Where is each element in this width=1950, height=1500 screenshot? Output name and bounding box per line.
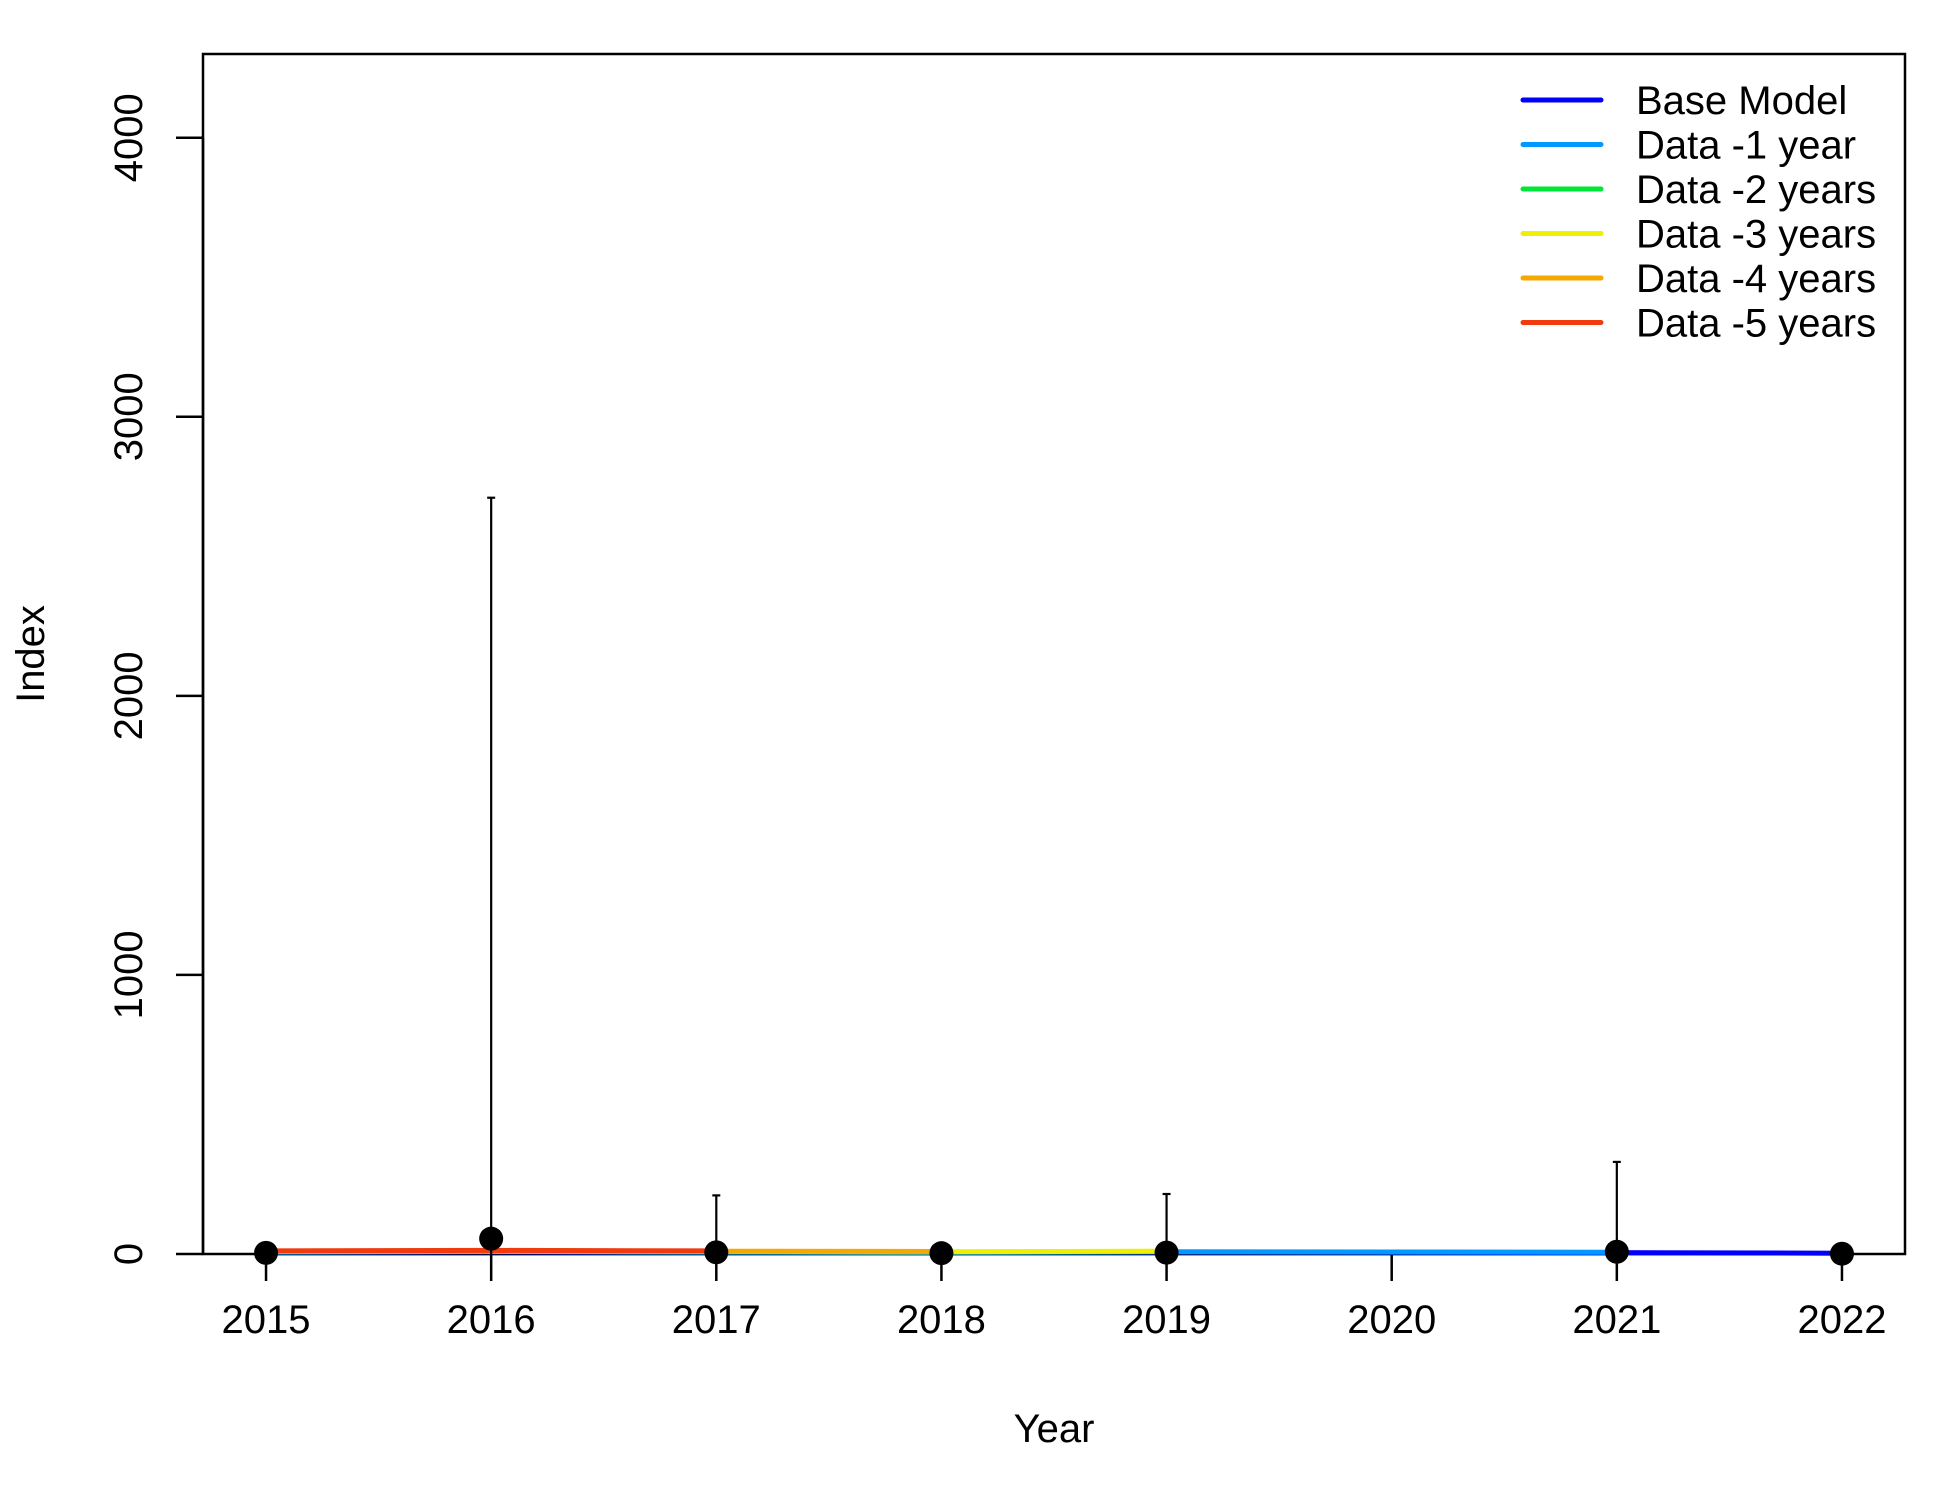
observed-point xyxy=(1154,1240,1179,1265)
legend-label: Data -4 years xyxy=(1636,257,1876,301)
x-tick-label: 2015 xyxy=(222,1298,311,1342)
observed-point xyxy=(929,1241,954,1266)
y-tick-label: 0 xyxy=(107,1243,151,1265)
x-axis: 2015 2016 2017 2018 2019 2020 2021 2022 xyxy=(222,1252,1886,1342)
observed-point xyxy=(254,1240,279,1265)
x-axis-title: Year xyxy=(1014,1407,1095,1451)
observed-point xyxy=(1604,1239,1629,1264)
legend-label: Data -2 years xyxy=(1636,168,1876,212)
x-tick-label: 2018 xyxy=(897,1298,986,1342)
x-tick-label: 2019 xyxy=(1122,1298,1211,1342)
observed-point xyxy=(1829,1241,1854,1266)
x-tick-label: 2016 xyxy=(447,1298,536,1342)
y-axis: 0 1000 2000 3000 4000 xyxy=(107,93,205,1265)
x-tick-label: 2017 xyxy=(672,1298,761,1342)
legend-label: Data -5 years xyxy=(1636,302,1876,346)
observed-point xyxy=(704,1240,729,1265)
observed-point xyxy=(479,1226,504,1251)
y-tick-label: 1000 xyxy=(107,930,151,1019)
x-tick-label: 2020 xyxy=(1347,1298,1436,1342)
y-axis-title: Index xyxy=(9,605,53,703)
legend-label: Data -3 years xyxy=(1636,213,1876,257)
y-tick-label: 4000 xyxy=(107,93,151,182)
errorbar-layer xyxy=(262,496,1846,1254)
y-tick-label: 3000 xyxy=(107,372,151,461)
y-tick-label: 2000 xyxy=(107,651,151,740)
legend-label: Base Model xyxy=(1636,79,1847,123)
x-tick-label: 2022 xyxy=(1797,1298,1886,1342)
x-tick-label: 2021 xyxy=(1572,1298,1661,1342)
legend-label: Data -1 year xyxy=(1636,124,1856,168)
points-layer xyxy=(254,1226,1854,1266)
